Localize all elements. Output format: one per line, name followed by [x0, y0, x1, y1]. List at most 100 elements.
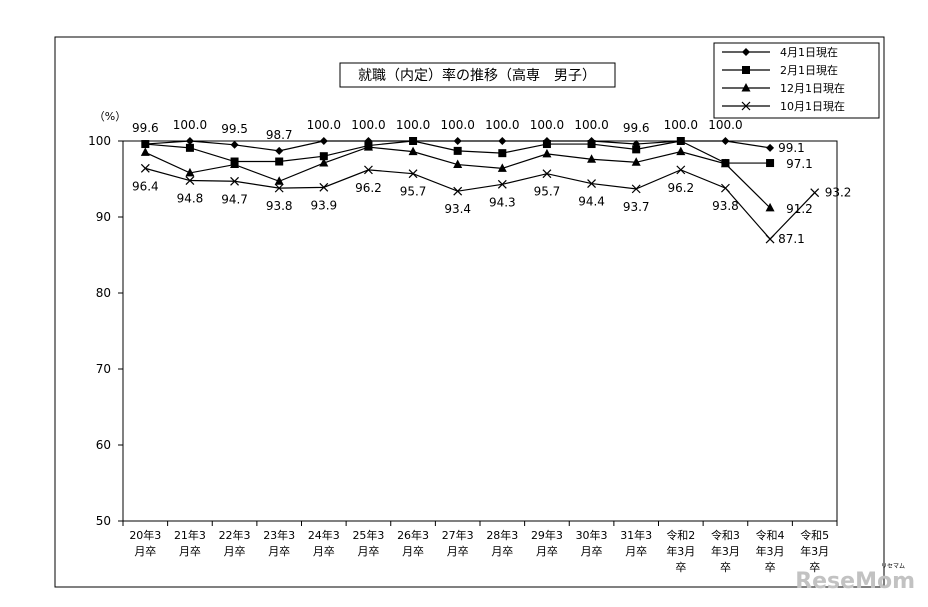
watermark-logo: ReseMom	[795, 569, 915, 594]
x-tick-label: 31年3	[620, 528, 652, 542]
square-marker	[587, 140, 596, 149]
diamond-marker	[742, 48, 750, 56]
square-marker	[742, 66, 750, 74]
x-tick-label: 月卒	[224, 544, 246, 558]
legend-item: 2月1日現在	[722, 64, 838, 77]
y-tick-label: 80	[96, 286, 111, 300]
y-tick-label: 90	[96, 210, 111, 224]
data-label: 94.3	[489, 195, 516, 209]
square-marker	[319, 152, 328, 161]
data-label: 96.4	[132, 179, 159, 193]
x-marker	[810, 188, 820, 198]
square-marker	[275, 157, 284, 166]
data-label: 96.2	[355, 181, 382, 195]
data-label: 100.0	[574, 118, 608, 132]
x-tick-label: 27年3	[442, 528, 474, 542]
data-label: 93.4	[444, 202, 471, 216]
diamond-marker	[721, 137, 730, 145]
x-tick-label: 月卒	[357, 544, 379, 558]
chart-title: 就職（内定）率の推移（高専 男子）	[358, 67, 596, 84]
x-marker	[497, 179, 507, 189]
x-marker	[587, 179, 596, 188]
triangle-marker	[230, 159, 240, 169]
data-label: 99.6	[623, 121, 650, 135]
data-label: 94.4	[578, 195, 605, 209]
legend: 4月1日現在 2月1日現在 12月1日現在 10月1日現在	[713, 42, 880, 119]
diamond-marker	[185, 137, 194, 145]
y-tick-label: 70	[96, 362, 111, 376]
triangle-marker	[185, 167, 195, 177]
y-tick-label: 60	[96, 438, 111, 452]
x-marker	[274, 183, 284, 193]
square-marker	[766, 159, 775, 168]
triangle-marker	[542, 148, 552, 158]
x-tick-label: 月卒	[581, 544, 603, 558]
x-marker	[721, 183, 730, 193]
triangle-marker	[720, 158, 730, 168]
square-marker	[409, 137, 418, 145]
data-label: 99.1	[778, 141, 805, 155]
x-tick-label: 月卒	[536, 544, 558, 558]
x-marker	[453, 186, 463, 196]
x-tick-label: 月卒	[491, 544, 513, 558]
data-labels: 99.6 100.0 99.5 98.7 100.0 100.0 100.0 100.0 100…	[132, 118, 851, 246]
data-label: 100.0	[530, 118, 564, 132]
data-label: 97.1	[786, 157, 813, 171]
legend-item: 10月1日現在	[722, 100, 845, 113]
x-marker	[542, 169, 552, 179]
data-label: 100.0	[441, 118, 475, 132]
diamond-marker	[766, 143, 775, 152]
x-tick-label: 22年3	[219, 528, 251, 542]
square-marker	[632, 145, 641, 154]
data-label: 96.2	[667, 181, 694, 195]
x-tick-label: 月卒	[402, 544, 424, 558]
x-tick-label: 卒	[765, 560, 776, 574]
diamond-marker	[275, 146, 284, 155]
data-label: 100.0	[708, 118, 742, 132]
triangle-marker	[497, 163, 507, 172]
triangle-marker	[741, 83, 751, 92]
x-marker	[185, 176, 195, 185]
data-label: 94.8	[177, 192, 204, 206]
triangle-marker	[408, 146, 418, 156]
diamond-marker	[319, 137, 328, 145]
x-tick-label: 20年3	[129, 528, 161, 542]
legend-label: 12月1日現在	[780, 82, 845, 95]
watermark: リセマム ReseMom	[795, 563, 915, 594]
data-label: 93.8	[712, 199, 739, 213]
x-tick-label: 令和2	[666, 528, 695, 542]
x-tick-label: 卒	[809, 560, 820, 574]
square-marker	[676, 137, 685, 145]
x-marker	[741, 101, 751, 111]
y-tick-label: 50	[96, 514, 111, 528]
data-label: 99.5	[221, 122, 248, 136]
x-tick-label: 23年3	[263, 528, 295, 542]
data-label: 91.2	[786, 202, 813, 216]
x-tick-label: 年3月	[666, 544, 695, 558]
x-marker	[364, 165, 373, 175]
x-tick-label: 月卒	[134, 544, 156, 558]
square-marker	[185, 143, 194, 152]
triangle-marker	[765, 202, 775, 212]
series-line-4	[145, 167, 816, 240]
x-axis: 20年3 月卒 21年3 月卒 22年3 月卒 23年3 月卒 24年3 月卒 25年3 月卒 26年3…	[122, 521, 838, 574]
data-label: 93.2	[825, 186, 852, 200]
series-lines	[145, 140, 816, 240]
triangle-marker	[140, 147, 150, 156]
x-tick-label: 30年3	[576, 528, 608, 542]
x-tick-label: 21年3	[174, 528, 206, 542]
diamond-marker	[498, 137, 507, 145]
data-label: 100.0	[307, 118, 341, 132]
diamond-marker	[453, 137, 462, 145]
y-tick-label: 100	[88, 134, 111, 148]
triangle-marker	[274, 176, 284, 185]
data-label: 95.7	[400, 185, 427, 199]
y-axis-unit: （%）	[94, 110, 126, 123]
data-label: 98.7	[266, 128, 293, 142]
data-label: 93.7	[623, 200, 650, 214]
legend-label: 2月1日現在	[780, 64, 838, 77]
x-tick-label: 年3月	[800, 544, 829, 558]
data-label: 100.0	[396, 118, 430, 132]
square-marker	[453, 146, 462, 155]
